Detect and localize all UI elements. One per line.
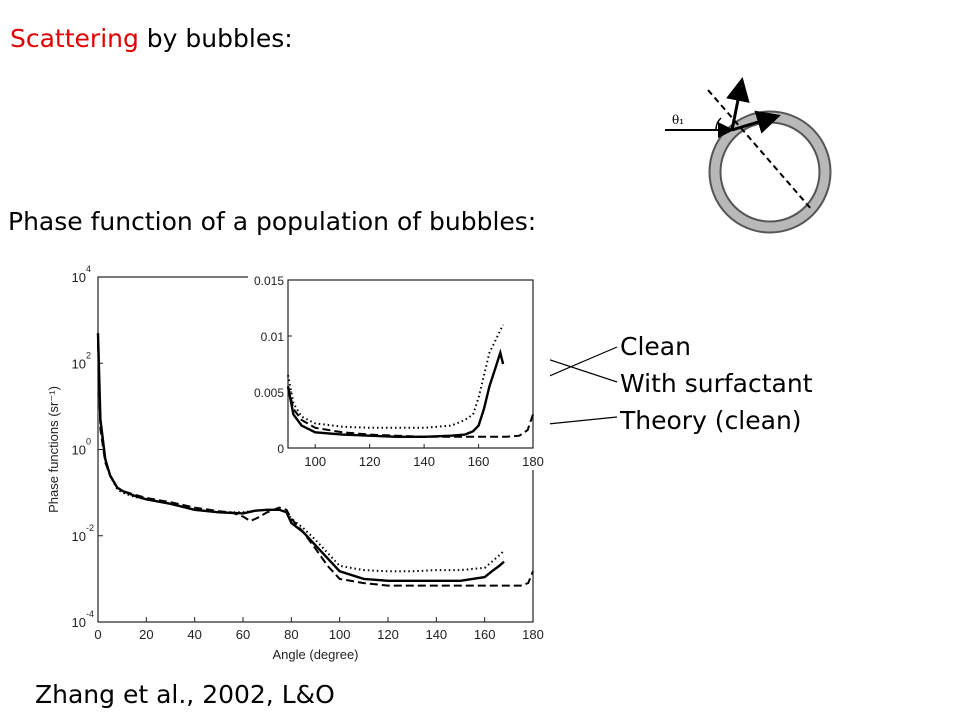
main-y-tick-base: 10	[72, 270, 86, 285]
inset-series-dashed	[287, 386, 534, 438]
main-y-tick-exp: -2	[86, 523, 94, 533]
slide-subtitle: Phase function of a population of bubble…	[8, 207, 537, 236]
inset-y-tick-label: 0	[277, 442, 284, 456]
slide-title: Scattering by bubbles:	[10, 24, 293, 53]
main-y-tick-exp: 0	[86, 437, 91, 447]
inset-x-tick-label: 140	[413, 454, 435, 469]
diagram-dashed-line	[707, 89, 813, 211]
angle-arc	[715, 117, 722, 131]
inset-x-tick-label: 100	[304, 454, 326, 469]
main-x-tick-label: 80	[284, 627, 298, 642]
main-y-tick-exp: 2	[86, 350, 91, 360]
main-y-tick-exp: -4	[86, 609, 94, 619]
main-x-tick-label: 120	[377, 627, 399, 642]
main-y-tick-exp: 4	[86, 264, 91, 274]
main-x-tick-label: 100	[329, 627, 351, 642]
inset-y-tick-label: 0.015	[254, 274, 284, 288]
inset-series-dotted	[287, 324, 504, 429]
inset-y-tick-label: 0.01	[261, 330, 285, 344]
main-x-tick-label: 180	[522, 627, 544, 642]
main-x-tick-label: 40	[187, 627, 201, 642]
reflected-ray	[726, 77, 750, 131]
inset-chart: 100 120 140 160 180 0 0.005 0.01 0.015	[248, 268, 550, 470]
main-x-axis-label: Angle (degree)	[273, 647, 359, 662]
angle-label: θ₁	[672, 113, 684, 127]
inset-x-tick-label: 120	[359, 454, 381, 469]
inset-y-tick-label: 0.005	[254, 386, 284, 400]
main-x-tick-label: 160	[474, 627, 496, 642]
main-y-axis-label: Phase functions (sr⁻¹)	[46, 386, 61, 513]
main-y-tick-base: 10	[72, 615, 86, 630]
legend-clean: Clean	[620, 332, 691, 361]
main-y-tick-base: 10	[72, 443, 86, 458]
main-y-tick-base: 10	[72, 529, 86, 544]
legend-theory: Theory (clean)	[620, 406, 802, 435]
inset-x-tick-label: 160	[468, 454, 490, 469]
main-series-solid	[96, 333, 505, 582]
inset-x-tick-label: 180	[522, 454, 544, 469]
main-x-tick-label: 0	[94, 627, 101, 642]
refracted-ray	[731, 110, 781, 134]
bubble-diagram: θ₁	[665, 77, 832, 234]
title-rest: by bubbles:	[138, 24, 293, 53]
main-x-tick-label: 60	[236, 627, 250, 642]
citation-text: Zhang et al., 2002, L&O	[35, 680, 335, 709]
bubble-ring-fill	[710, 112, 830, 232]
main-series-dashed	[97, 342, 534, 587]
main-chart: 0 20 40 60 80 100 120 140 160 18010410210010-210-…	[46, 264, 544, 662]
inset-plot-frame	[287, 279, 534, 449]
legend-surfactant: With surfactant	[620, 369, 813, 398]
inset-series-solid	[286, 348, 505, 438]
main-y-tick-base: 10	[72, 356, 86, 371]
main-x-tick-label: 140	[425, 627, 447, 642]
title-highlight: Scattering	[10, 24, 139, 53]
main-x-tick-label: 20	[139, 627, 153, 642]
pointer-theory	[536, 416, 618, 429]
